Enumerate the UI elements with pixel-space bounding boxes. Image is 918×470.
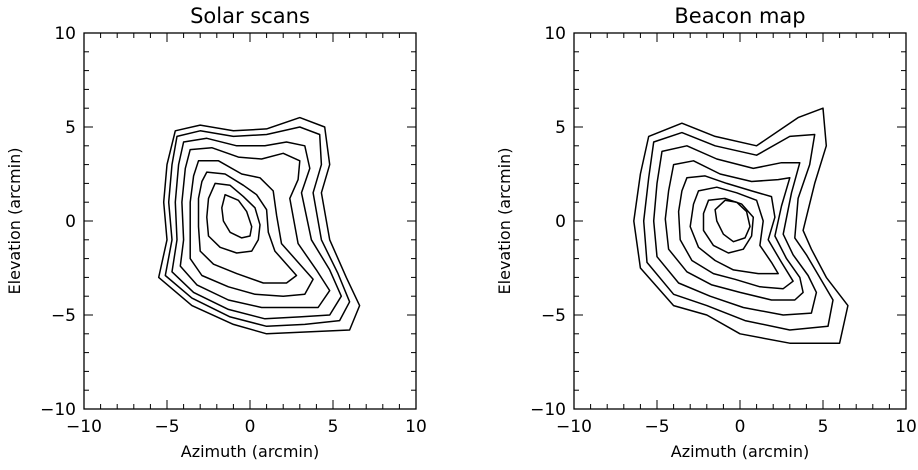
y-tick-label: −5	[51, 306, 76, 326]
contour-line-1	[157, 116, 361, 335]
chart-title: Solar scans	[190, 4, 310, 28]
x-tick-label: 5	[328, 417, 339, 437]
x-tick-label: −5	[154, 417, 179, 437]
contour-line-2	[164, 126, 351, 328]
x-tick-label: −10	[66, 417, 102, 437]
y-tick-label: −10	[40, 400, 76, 420]
contour-line-4	[179, 146, 331, 309]
y-axis-label: Elevation (arcmin)	[5, 148, 24, 295]
plot-frame	[573, 32, 907, 410]
y-tick-label: 5	[65, 118, 76, 138]
chart-panel-1: Solar scans −10 −5 0 5 10 −10 −5 0 5 10 Azimuth (ar…	[5, 4, 427, 461]
contour-line-8	[221, 193, 253, 239]
contour-line-6	[197, 171, 298, 284]
x-tick-label: −5	[644, 417, 669, 437]
y-axis-label: Elevation (arcmin)	[495, 148, 514, 295]
y-tick-label: −10	[530, 400, 566, 420]
x-tick-label: 10	[895, 417, 917, 437]
contour-line-7	[702, 197, 755, 254]
x-tick-label: 5	[818, 417, 829, 437]
chart-panel-2: Beacon map −10 −5 0 5 10 −10 −5 0 5 10 Azimuth (arc…	[495, 4, 917, 461]
contour-line-3	[171, 137, 343, 320]
contour-line-8	[714, 199, 751, 243]
y-tick-label: −5	[541, 306, 566, 326]
contour-line-3	[652, 145, 818, 316]
y-tick-label: 10	[54, 24, 76, 44]
y-tick-label: 5	[555, 118, 566, 138]
contour-line-2	[642, 131, 834, 331]
x-tick-label: 10	[405, 417, 427, 437]
x-tick-label: 0	[245, 417, 256, 437]
contour-line-6	[689, 186, 779, 275]
x-axis-label: Azimuth (arcmin)	[671, 442, 810, 461]
contour-line-7	[206, 182, 261, 254]
chart-title: Beacon map	[674, 4, 805, 28]
contour-line-1	[633, 107, 849, 344]
contour-line-5	[677, 175, 794, 290]
y-tick-label: 0	[555, 212, 566, 232]
x-tick-label: 0	[735, 417, 746, 437]
x-axis-label: Azimuth (arcmin)	[181, 442, 320, 461]
y-tick-label: 0	[65, 212, 76, 232]
contour-line-4	[664, 160, 804, 301]
contour-line-5	[189, 160, 314, 297]
x-tick-label: −10	[556, 417, 592, 437]
y-tick-label: 10	[544, 24, 566, 44]
